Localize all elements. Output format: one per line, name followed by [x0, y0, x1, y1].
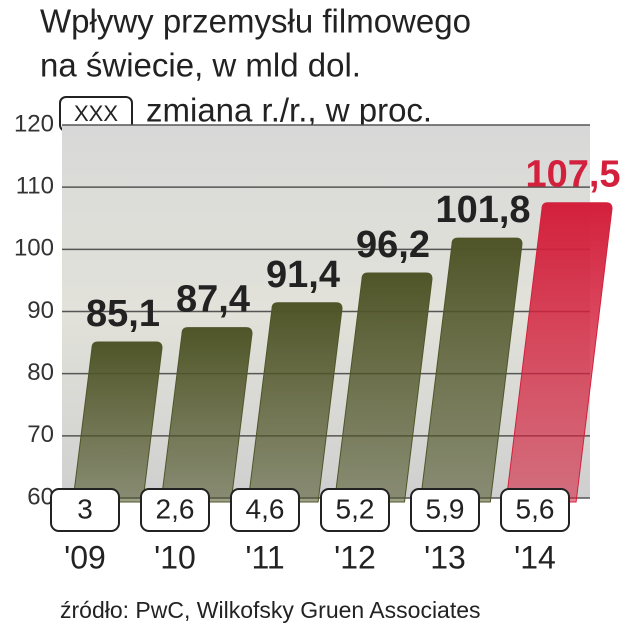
bar — [333, 272, 433, 503]
x-tick-label: '14 — [514, 539, 556, 575]
x-tick-label: '10 — [154, 539, 196, 575]
y-tick-label: 120 — [14, 110, 54, 137]
change-label: 5,9 — [426, 493, 465, 524]
change-label: 5,2 — [336, 493, 375, 524]
legend-text: zmiana r./r., w proc. — [146, 92, 432, 129]
x-tick-label: '09 — [64, 539, 106, 575]
value-label: 96,2 — [356, 224, 430, 266]
title-line: na świecie, w mld dol. — [40, 47, 361, 84]
legend-box-text: XXX — [74, 101, 118, 126]
bar — [419, 237, 523, 503]
value-label: 85,1 — [86, 293, 160, 335]
change-box — [410, 488, 480, 532]
change-box — [50, 488, 120, 532]
x-tick-label: '12 — [334, 539, 376, 575]
value-label: 91,4 — [266, 254, 340, 296]
y-tick-label: 90 — [27, 297, 54, 324]
value-label: 101,8 — [435, 189, 530, 231]
change-box — [320, 488, 390, 532]
change-box — [230, 488, 300, 532]
change-label: 2,6 — [156, 493, 195, 524]
x-tick-label: '11 — [245, 539, 284, 575]
title-line: Wpływy przemysłu filmowego — [40, 3, 471, 40]
change-label: 3 — [77, 493, 93, 524]
y-tick-label: 80 — [27, 359, 54, 386]
bar — [505, 202, 613, 503]
x-tick-label: '13 — [424, 539, 466, 575]
y-tick-label: 70 — [27, 421, 54, 448]
change-label: 4,6 — [246, 493, 285, 524]
change-box — [140, 488, 210, 532]
change-label: 5,6 — [516, 493, 555, 524]
bar — [247, 302, 343, 503]
y-tick-label: 100 — [14, 235, 54, 262]
change-box — [500, 488, 570, 532]
bar — [72, 341, 163, 503]
bar — [160, 327, 253, 503]
source: źródło: PwC, Wilkofsky Gruen Associates — [60, 597, 481, 623]
value-label: 87,4 — [176, 279, 250, 321]
y-tick-label: 110 — [16, 173, 54, 200]
y-tick-label: 60 — [27, 483, 54, 510]
value-label: 107,5 — [525, 154, 620, 196]
